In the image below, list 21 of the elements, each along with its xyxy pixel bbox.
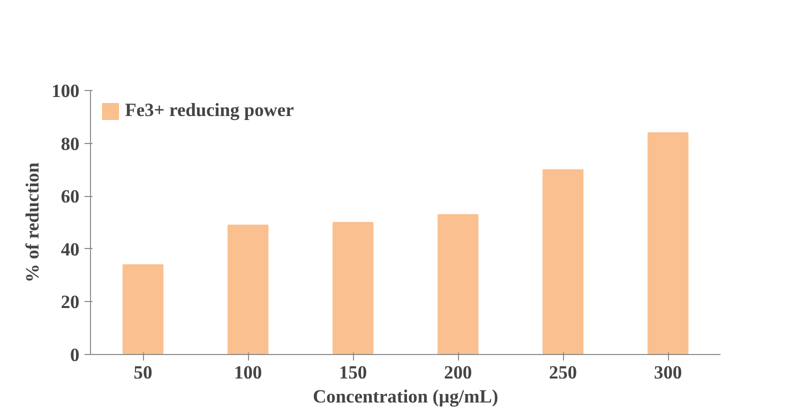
x-tick-label: 250 <box>549 362 577 384</box>
bar <box>438 214 478 354</box>
bar <box>648 132 688 354</box>
y-tick-label: 80 <box>60 134 80 155</box>
bar <box>332 222 374 354</box>
y-tick-label: 100 <box>52 81 80 102</box>
x-axis-title: Concentration (µg/mL) <box>312 386 498 408</box>
bar <box>122 264 164 354</box>
x-tick-label: 200 <box>444 362 472 384</box>
y-axis-title: % of reduction <box>22 162 44 282</box>
x-tick-label: 150 <box>339 362 367 384</box>
y-tick-label: 60 <box>60 186 80 208</box>
y-tick-label: 0 <box>70 345 80 366</box>
x-tick-label: 50 <box>134 362 152 384</box>
y-tick-label: 20 <box>60 292 80 314</box>
x-tick-label: 100 <box>234 362 262 384</box>
y-tick-label: 40 <box>60 239 80 260</box>
bar <box>542 169 584 354</box>
bar <box>228 224 268 354</box>
legend-label: Fe3+ reducing power <box>125 100 294 122</box>
x-tick-label: 300 <box>654 362 682 384</box>
